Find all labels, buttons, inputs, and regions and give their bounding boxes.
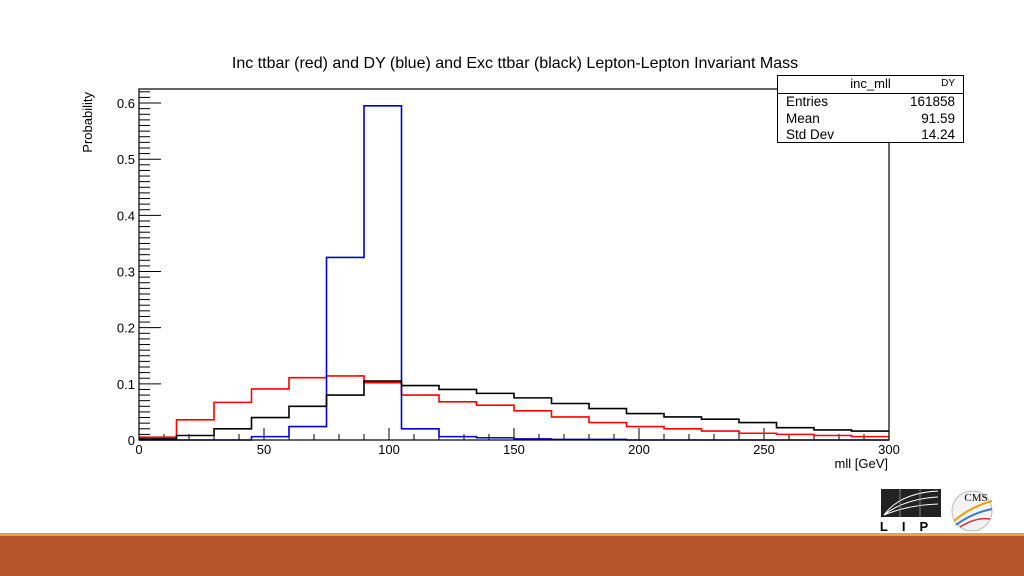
histogram-bin xyxy=(252,418,290,440)
stats-value: 91.59 xyxy=(921,110,955,126)
histogram-step-line xyxy=(139,375,889,438)
stats-value: 14.24 xyxy=(921,127,955,142)
cms-logo-text: CMS xyxy=(964,492,987,504)
cms-logo-icon: CMS xyxy=(951,490,993,532)
lip-cms-logo: LIP CMS xyxy=(880,489,993,533)
stats-row-entries: Entries 161858 xyxy=(778,94,963,111)
x-tick-label: 200 xyxy=(628,442,650,457)
histogram-bin xyxy=(402,386,440,440)
footer-bar xyxy=(0,536,1024,576)
stats-label: Std Dev xyxy=(786,127,835,142)
y-tick-label: 0.1 xyxy=(117,377,135,392)
stats-box: inc_mll DY Entries 161858 Mean 91.59 Std… xyxy=(777,75,964,143)
y-tick-label: 0.3 xyxy=(117,265,135,280)
stats-row-mean: Mean 91.59 xyxy=(778,111,963,128)
x-tick-label: 150 xyxy=(503,442,525,457)
histogram-series-1 xyxy=(139,375,889,438)
y-axis-label: Probability xyxy=(80,92,95,153)
y-tick-label: 0.2 xyxy=(117,321,135,336)
histogram-bin xyxy=(214,429,252,440)
histogram-bin xyxy=(777,428,815,440)
x-tick-label: 0 xyxy=(135,442,142,457)
stats-header: inc_mll DY xyxy=(778,76,963,94)
histogram-series xyxy=(139,105,890,441)
footer-accent-line xyxy=(0,533,1024,536)
y-tick-label: 0.4 xyxy=(117,208,135,223)
histogram-bin xyxy=(364,381,402,440)
x-tick-label: 50 xyxy=(257,442,271,457)
chart-title: Inc ttbar (red) and DY (blue) and Exc tt… xyxy=(232,55,798,72)
histogram-bin xyxy=(589,409,627,440)
histogram-bin xyxy=(327,395,365,440)
histogram-bin xyxy=(664,417,702,440)
plot-frame xyxy=(138,88,890,441)
x-tick-label: 300 xyxy=(878,442,900,457)
y-tick-label: 0.5 xyxy=(117,152,135,167)
histogram-bin xyxy=(814,430,852,440)
y-tick-label: 0.6 xyxy=(117,96,135,111)
histogram-bin xyxy=(852,431,890,440)
stats-tag: DY xyxy=(941,78,955,89)
histogram-bin xyxy=(477,393,515,440)
lip-logo-icon: LIP xyxy=(880,489,942,533)
stats-label: Entries xyxy=(786,94,829,109)
histogram-bin xyxy=(514,398,552,440)
x-tick-label: 250 xyxy=(753,442,775,457)
histogram-bin xyxy=(739,423,777,440)
histogram-series-3 xyxy=(139,380,890,440)
histogram-bin xyxy=(439,389,477,440)
histogram-bin xyxy=(552,403,590,440)
histogram-step-line xyxy=(139,380,889,440)
stats-value: 161858 xyxy=(909,94,955,109)
histogram-bin xyxy=(702,419,740,440)
x-tick-label: 100 xyxy=(378,442,400,457)
stats-histogram-name: inc_mll xyxy=(850,76,891,91)
stats-row-std-dev: Std Dev 14.24 xyxy=(778,127,963,144)
histogram-bin xyxy=(177,436,215,440)
lip-logo-text: LIP xyxy=(880,519,942,533)
stats-label: Mean xyxy=(786,110,820,126)
histogram-bin xyxy=(627,414,665,440)
x-axis-label: mll [GeV] xyxy=(835,456,888,471)
y-tick-label: 0 xyxy=(128,433,135,448)
histogram-bin xyxy=(289,406,327,440)
